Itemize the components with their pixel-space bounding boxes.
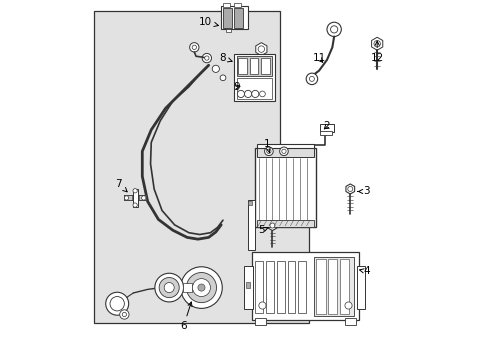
Bar xyxy=(183,283,191,292)
Bar xyxy=(327,259,337,315)
Bar xyxy=(244,266,253,309)
Text: 12: 12 xyxy=(370,41,383,63)
Circle shape xyxy=(330,26,337,33)
Polygon shape xyxy=(371,37,382,50)
Text: 5: 5 xyxy=(258,225,267,235)
Bar xyxy=(139,195,145,201)
Bar xyxy=(357,266,364,309)
Circle shape xyxy=(180,267,222,309)
Bar xyxy=(316,259,325,315)
Circle shape xyxy=(251,90,258,98)
Circle shape xyxy=(189,42,199,52)
Circle shape xyxy=(142,196,145,200)
Text: 9: 9 xyxy=(233,82,240,92)
Circle shape xyxy=(259,91,265,97)
Bar xyxy=(255,148,316,226)
Bar xyxy=(190,275,212,300)
Circle shape xyxy=(309,76,314,81)
Bar xyxy=(257,144,314,148)
Circle shape xyxy=(186,273,216,303)
Circle shape xyxy=(258,46,264,52)
Circle shape xyxy=(155,273,183,302)
Circle shape xyxy=(198,284,204,291)
Circle shape xyxy=(269,223,274,228)
Circle shape xyxy=(220,75,225,81)
Bar xyxy=(276,261,284,313)
Circle shape xyxy=(281,149,285,153)
Text: 8: 8 xyxy=(219,53,232,63)
Text: 11: 11 xyxy=(312,53,325,63)
Text: 10: 10 xyxy=(199,17,218,27)
Text: 6: 6 xyxy=(180,302,192,331)
Circle shape xyxy=(244,90,251,98)
Text: 3: 3 xyxy=(357,186,369,197)
Bar xyxy=(238,58,246,74)
Bar xyxy=(223,3,230,7)
Bar xyxy=(223,8,231,28)
Bar xyxy=(319,131,332,135)
Bar xyxy=(132,189,137,207)
Bar xyxy=(249,58,258,74)
Circle shape xyxy=(133,189,137,193)
Circle shape xyxy=(279,147,287,156)
Bar xyxy=(246,282,249,288)
Circle shape xyxy=(122,312,126,317)
Polygon shape xyxy=(345,184,354,194)
Circle shape xyxy=(159,278,179,298)
Circle shape xyxy=(264,147,273,156)
Text: 2: 2 xyxy=(323,121,329,131)
Polygon shape xyxy=(255,42,266,55)
Circle shape xyxy=(192,279,210,297)
Circle shape xyxy=(202,53,211,63)
Text: 7: 7 xyxy=(115,179,127,192)
Circle shape xyxy=(305,73,317,85)
Bar xyxy=(247,201,251,205)
Bar xyxy=(236,78,271,99)
Circle shape xyxy=(204,56,208,60)
Polygon shape xyxy=(267,221,276,230)
Polygon shape xyxy=(94,12,308,323)
Circle shape xyxy=(124,196,128,200)
Bar xyxy=(221,6,247,30)
Circle shape xyxy=(120,310,129,319)
Bar xyxy=(251,252,359,320)
Circle shape xyxy=(133,203,137,207)
Circle shape xyxy=(192,45,196,49)
Bar xyxy=(233,54,274,101)
Bar xyxy=(233,8,242,28)
Text: 1: 1 xyxy=(263,139,270,152)
Bar xyxy=(257,220,314,226)
Bar xyxy=(257,148,314,157)
Circle shape xyxy=(347,186,352,192)
Bar xyxy=(233,3,241,7)
Bar xyxy=(247,200,254,250)
Bar xyxy=(255,318,265,325)
Bar xyxy=(298,261,305,313)
Circle shape xyxy=(105,292,128,315)
Bar xyxy=(339,259,348,315)
Circle shape xyxy=(110,297,124,311)
Bar xyxy=(314,257,353,316)
Bar xyxy=(344,318,355,325)
Bar xyxy=(124,195,131,201)
Circle shape xyxy=(326,22,341,37)
Circle shape xyxy=(344,302,351,309)
Text: 4: 4 xyxy=(359,266,369,276)
Circle shape xyxy=(212,65,219,72)
Bar xyxy=(261,58,269,74)
Bar xyxy=(287,261,295,313)
Circle shape xyxy=(164,283,174,293)
Circle shape xyxy=(373,41,380,47)
Circle shape xyxy=(266,149,270,153)
Bar xyxy=(225,29,231,32)
Circle shape xyxy=(237,90,244,98)
Bar xyxy=(236,56,271,76)
Bar xyxy=(319,125,333,132)
Bar xyxy=(255,261,263,313)
Bar xyxy=(265,261,273,313)
Circle shape xyxy=(258,302,265,309)
Bar xyxy=(124,195,145,201)
